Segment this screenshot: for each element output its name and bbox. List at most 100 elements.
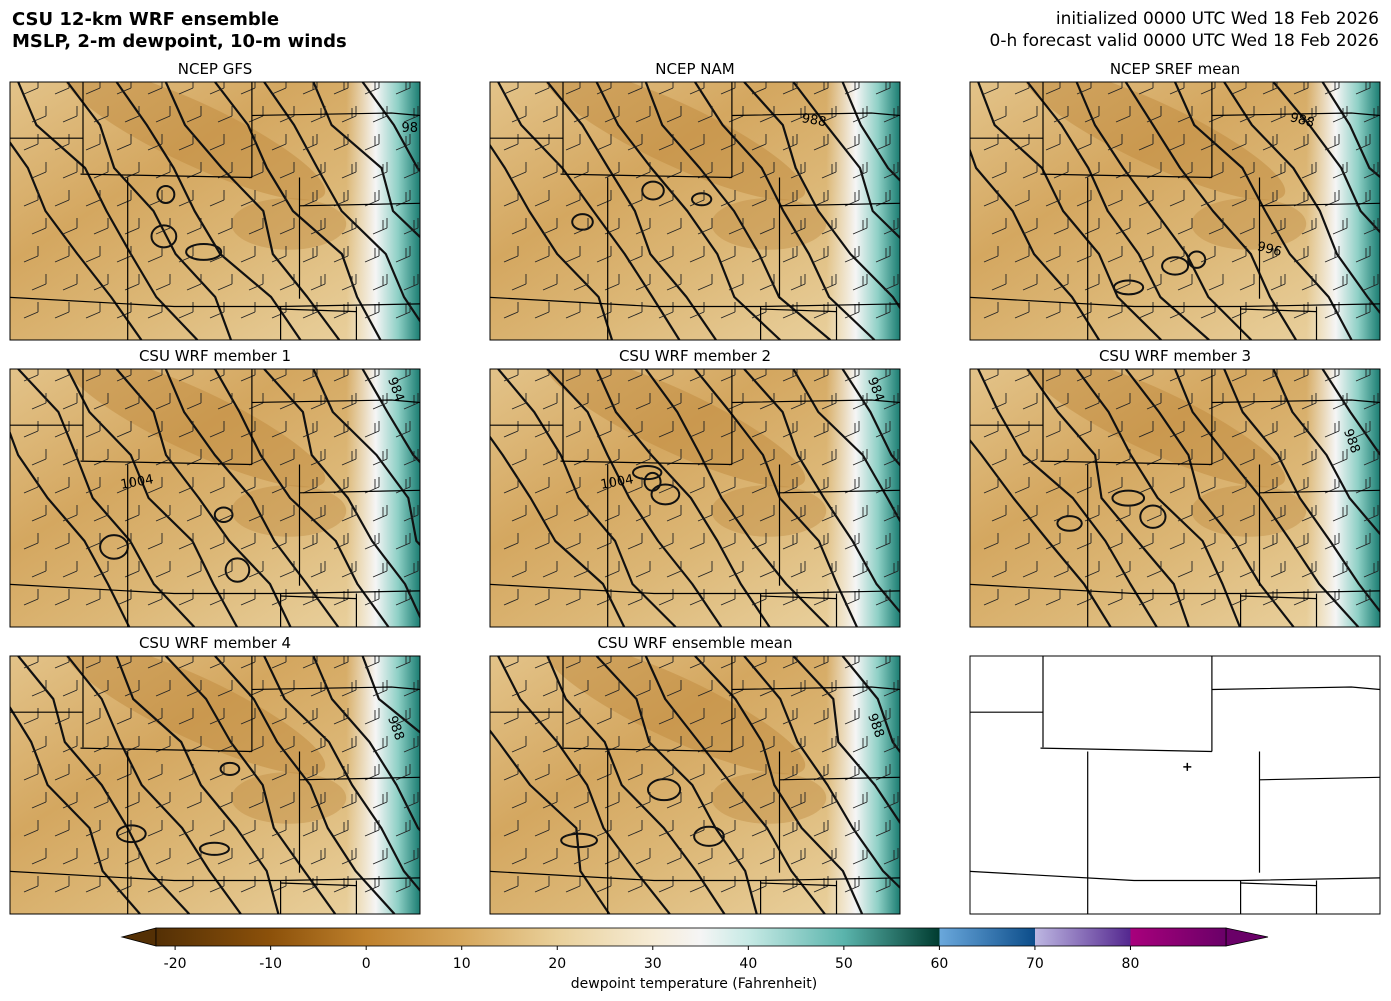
wind-barb xyxy=(1208,505,1224,522)
wind-barb xyxy=(178,708,194,725)
wind-barb xyxy=(1076,134,1092,151)
wind-barb xyxy=(790,561,806,578)
wind-barb xyxy=(1045,82,1061,95)
wind-barb xyxy=(54,820,70,837)
wind-barb xyxy=(93,218,109,235)
wind-barb xyxy=(821,218,837,235)
wind-barb xyxy=(147,190,163,207)
wind-barb xyxy=(635,680,651,697)
panel-title: CSU WRF member 4 xyxy=(139,634,291,652)
state-border xyxy=(1259,489,1380,494)
wind-barb xyxy=(364,302,380,319)
colorbar-tick-label: 20 xyxy=(548,956,566,972)
isobar xyxy=(312,369,420,547)
wind-barb xyxy=(534,82,550,95)
wind-barb xyxy=(751,421,767,438)
state-border xyxy=(1259,776,1380,781)
wind-barb xyxy=(1146,393,1162,410)
wind-barb xyxy=(852,218,868,235)
isobar xyxy=(694,82,876,340)
wind-barb xyxy=(627,589,643,606)
wind-barb xyxy=(511,218,527,235)
colorbar-tick-label: 50 xyxy=(835,956,853,972)
wind-barb xyxy=(240,134,256,151)
colorbar-tick-label: 60 xyxy=(930,956,948,972)
wind-barb xyxy=(503,421,519,438)
wind-barb xyxy=(341,106,357,123)
title-line: CSU 12-km WRF ensemble xyxy=(12,9,279,30)
wind-barb xyxy=(565,190,581,207)
wind-barb xyxy=(596,820,612,837)
wind-barb xyxy=(759,218,775,235)
wind-barb xyxy=(534,876,550,893)
wind-barb xyxy=(596,421,612,438)
panel-title: CSU WRF ensemble mean xyxy=(597,634,792,652)
isobar xyxy=(361,82,420,173)
wind-barb xyxy=(240,82,256,95)
wind-barb xyxy=(62,505,78,522)
wind-barb xyxy=(302,656,318,669)
wind-barb xyxy=(697,274,713,291)
wind-barb xyxy=(178,134,194,151)
wind-barb xyxy=(1115,449,1131,466)
wind-barb xyxy=(1084,393,1100,410)
wind-barb xyxy=(635,736,651,753)
isobar-closed xyxy=(1187,250,1207,269)
wind-barb xyxy=(271,82,287,95)
wind-barb xyxy=(23,302,39,319)
state-border xyxy=(1040,173,1212,179)
wind-barb xyxy=(302,708,318,725)
wind-barb xyxy=(534,134,550,151)
contour-label: 996 xyxy=(1255,239,1283,260)
wind-barb xyxy=(697,848,713,865)
wind-barb xyxy=(217,848,233,865)
wind-barb xyxy=(23,246,39,263)
wind-barb xyxy=(720,533,736,550)
state-border xyxy=(560,747,732,753)
isobar xyxy=(263,82,420,323)
wind-barb xyxy=(23,764,39,781)
isobar-closed xyxy=(185,243,223,261)
wind-barb xyxy=(23,656,39,669)
wind-barb xyxy=(1355,421,1371,438)
wind-barb xyxy=(534,764,550,781)
wind-barb xyxy=(395,421,411,438)
wind-barb xyxy=(1355,477,1371,494)
wind-barb xyxy=(333,708,349,725)
wind-barb xyxy=(1138,134,1154,151)
wind-barb xyxy=(1045,134,1061,151)
wind-barb xyxy=(1231,477,1247,494)
map-panel xyxy=(969,655,1381,915)
wind-barb xyxy=(85,820,101,837)
wind-barb xyxy=(62,162,78,179)
wind-barb xyxy=(1239,561,1255,578)
wind-barb xyxy=(1107,533,1123,550)
wind-barb xyxy=(751,533,767,550)
wind-barb xyxy=(1146,218,1162,235)
wind-barb xyxy=(310,792,326,809)
wind-barb xyxy=(155,792,171,809)
wind-barb xyxy=(403,848,419,865)
wind-barb xyxy=(1332,162,1348,179)
wind-barb xyxy=(983,369,999,382)
wind-barb xyxy=(178,820,194,837)
wind-barb xyxy=(751,820,767,837)
wind-barb xyxy=(983,190,999,207)
wind-barb xyxy=(1045,533,1061,550)
wind-barb xyxy=(991,162,1007,179)
wind-barb xyxy=(1169,82,1185,95)
wind-barb xyxy=(1177,561,1193,578)
wind-barb xyxy=(186,162,202,179)
wind-barb xyxy=(983,589,999,606)
wind-barb xyxy=(271,246,287,263)
wind-barb xyxy=(1138,369,1154,382)
wind-barb xyxy=(542,106,558,123)
state-border xyxy=(731,112,900,117)
wind-barb xyxy=(534,656,550,669)
wind-barb xyxy=(689,708,705,725)
moist-edge xyxy=(826,369,900,627)
wind-barb xyxy=(395,246,411,263)
wind-barb xyxy=(62,561,78,578)
wind-barb xyxy=(689,477,705,494)
